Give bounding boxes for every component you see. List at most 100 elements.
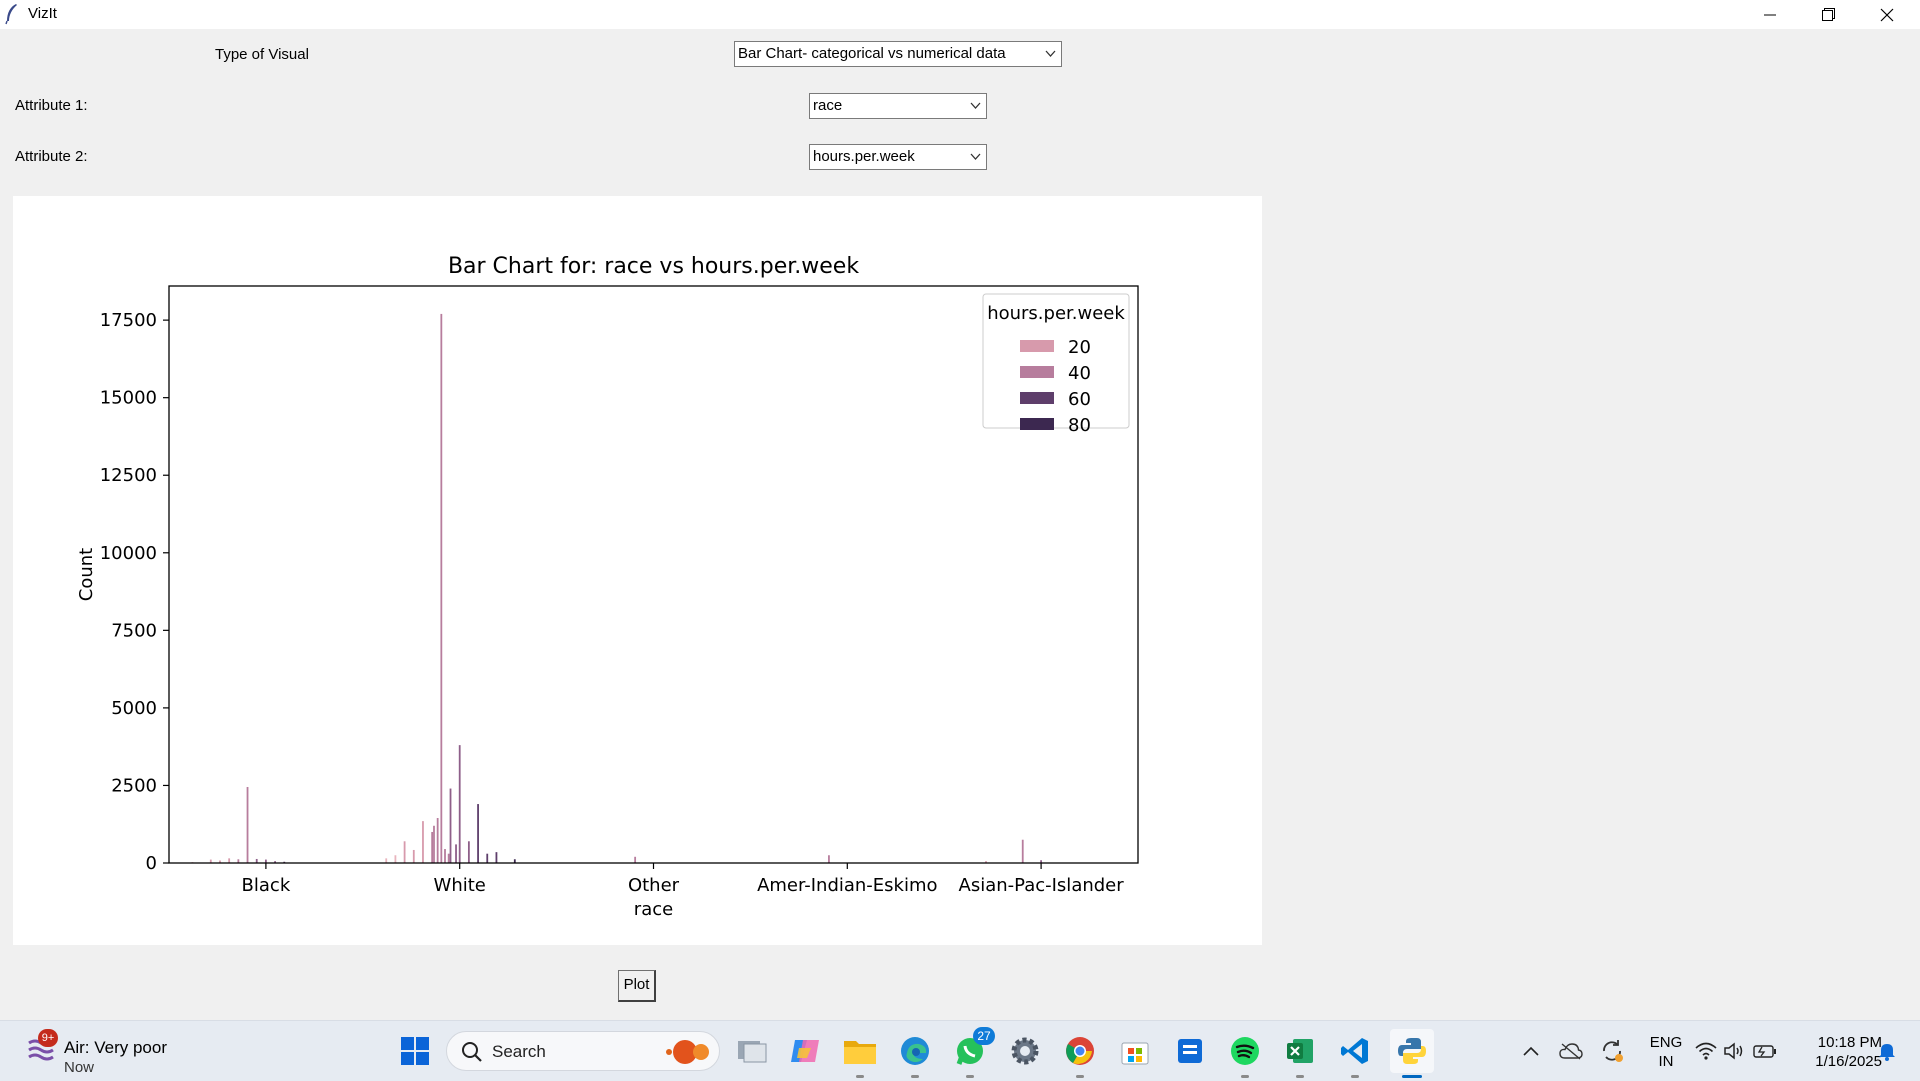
bar — [495, 852, 498, 863]
copilot-button[interactable] — [783, 1029, 827, 1073]
bar — [634, 856, 637, 863]
python-app-button[interactable] — [1390, 1029, 1434, 1078]
onedrive-tray-button[interactable] — [1555, 1021, 1587, 1081]
weather-text: Air: Very poor — [64, 1038, 167, 1057]
attribute1-label: Attribute 1: — [15, 97, 88, 114]
bar — [403, 841, 406, 863]
bar — [1021, 839, 1024, 863]
search-icon — [462, 1042, 482, 1062]
edge-button[interactable] — [893, 1029, 937, 1078]
sync-tray-button[interactable] — [1596, 1021, 1628, 1081]
plot-button[interactable]: Plot — [618, 970, 656, 1002]
bar — [449, 788, 452, 863]
vscode-icon — [1341, 1038, 1368, 1064]
task-view-icon — [738, 1041, 767, 1063]
weather-widget[interactable]: 9+ Air: Very poor Now — [22, 1029, 192, 1076]
running-indicator — [911, 1075, 919, 1078]
minimize-button[interactable] — [1741, 0, 1799, 29]
bar — [422, 821, 424, 863]
legend-entry: 40 — [1068, 363, 1091, 384]
app-feather-icon — [5, 4, 17, 25]
bar — [436, 818, 439, 863]
language-line2: IN — [1658, 1053, 1674, 1070]
bar — [255, 858, 258, 863]
running-indicator — [1296, 1075, 1304, 1078]
speaker-icon — [1724, 1042, 1743, 1060]
bar — [444, 849, 446, 863]
system-clock[interactable]: 10:18 PM 1/16/2025 — [1790, 1033, 1882, 1071]
visual-type-dropdown[interactable]: Bar Chart- categorical vs numerical data — [734, 41, 1062, 67]
python-icon — [1398, 1038, 1426, 1064]
attribute2-value: hours.per.week — [813, 148, 915, 165]
legend-box — [982, 293, 1130, 429]
bar — [274, 861, 276, 863]
running-indicator — [1076, 1075, 1084, 1078]
bar — [467, 841, 470, 863]
whatsapp-badge: 27 — [973, 1027, 995, 1045]
start-button[interactable] — [393, 1029, 437, 1073]
active-indicator — [1402, 1075, 1422, 1078]
bar — [412, 849, 415, 863]
y-axis-label: Count — [76, 548, 97, 601]
weather-badge: 9+ — [38, 1029, 58, 1047]
store-button[interactable] — [1113, 1029, 1157, 1073]
x-tick-label: Amer-Indian-Eskimo — [757, 875, 937, 896]
file-explorer-button[interactable] — [838, 1029, 882, 1078]
weather-time: Now — [64, 1059, 95, 1076]
wifi-icon — [1695, 1042, 1717, 1060]
cloud-offline-icon — [1559, 1043, 1583, 1060]
store-icon — [1121, 1042, 1149, 1065]
whatsapp-button[interactable]: 27 — [948, 1027, 995, 1078]
y-tick-label: 7500 — [111, 620, 157, 641]
volume-button[interactable] — [1721, 1021, 1747, 1081]
clock-date: 1/16/2025 — [1815, 1053, 1882, 1070]
excel-icon — [1287, 1039, 1313, 1063]
bar — [477, 804, 479, 863]
notifications-button[interactable] — [1872, 1021, 1902, 1081]
bar — [458, 745, 461, 863]
bell-icon — [1879, 1044, 1895, 1061]
close-button[interactable] — [1858, 0, 1916, 29]
y-tick-label: 2500 — [111, 775, 157, 796]
bar-chart: Bar Chart for: race vs hours.per.week 0 25… — [76, 254, 1139, 920]
spotify-icon — [1231, 1037, 1259, 1065]
bar — [394, 855, 397, 863]
blue-app-icon — [1178, 1039, 1202, 1063]
x-tick-label: White — [434, 875, 486, 896]
taskbar: 9+ Air: Very poor Now Search — [0, 1020, 1920, 1081]
bar — [486, 853, 489, 863]
network-button[interactable] — [1693, 1021, 1719, 1081]
excel-button[interactable] — [1278, 1029, 1322, 1078]
y-tick-label: 17500 — [100, 310, 157, 331]
legend-swatch — [1020, 418, 1054, 430]
taskbar-search[interactable]: Search — [446, 1031, 720, 1071]
window-title: VizIt — [28, 5, 57, 22]
bar — [455, 844, 457, 863]
battery-button[interactable] — [1751, 1021, 1779, 1081]
taskview-button[interactable] — [730, 1029, 774, 1073]
spotify-button[interactable] — [1223, 1029, 1267, 1078]
clock-time: 10:18 PM — [1817, 1034, 1882, 1051]
settings-button[interactable] — [1003, 1029, 1047, 1073]
show-hidden-icons-button[interactable] — [1516, 1021, 1546, 1081]
attribute1-dropdown[interactable]: race — [809, 93, 987, 119]
visual-type-value: Bar Chart- categorical vs numerical data — [738, 45, 1006, 62]
chrome-button[interactable] — [1058, 1029, 1102, 1078]
y-tick-label: 15000 — [100, 388, 157, 409]
restore-button[interactable] — [1799, 0, 1857, 29]
vscode-button[interactable] — [1333, 1029, 1377, 1078]
x-tick-label: Other — [628, 875, 680, 896]
attribute2-dropdown[interactable]: hours.per.week — [809, 144, 987, 170]
gear-icon — [1011, 1037, 1039, 1065]
bar — [219, 860, 221, 863]
title-bar: VizIt — [0, 0, 1920, 29]
legend-entry: 20 — [1068, 337, 1091, 358]
running-indicator — [966, 1075, 974, 1078]
bar — [828, 855, 830, 863]
language-indicator[interactable]: ENG IN — [1646, 1033, 1686, 1071]
bar — [431, 831, 434, 863]
x-tick-label: race — [634, 899, 673, 920]
bar — [237, 859, 240, 863]
app-button[interactable] — [1168, 1029, 1212, 1073]
chrome-icon — [1066, 1037, 1094, 1065]
